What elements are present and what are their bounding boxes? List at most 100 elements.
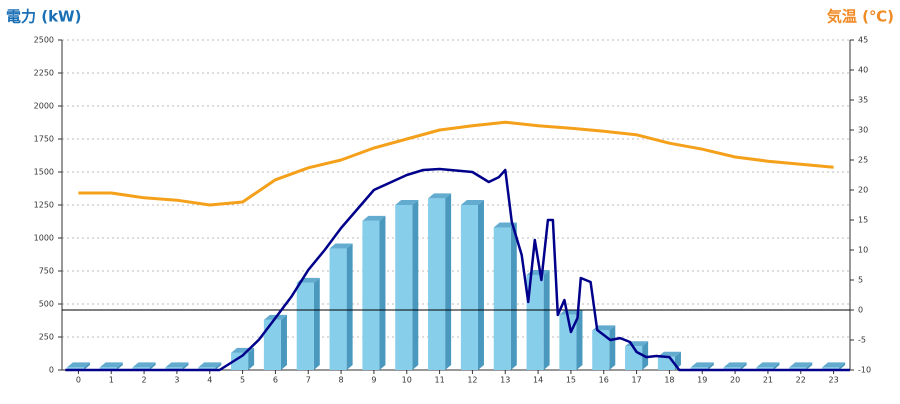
bar xyxy=(592,330,610,370)
y2-tick-label: 35 xyxy=(858,96,868,105)
y2-tick-label: 30 xyxy=(858,126,868,135)
bar xyxy=(460,205,478,370)
bar xyxy=(625,346,643,370)
y-tick-label: 2000 xyxy=(34,102,54,111)
bar-side xyxy=(773,362,780,370)
bar-side xyxy=(839,362,846,370)
bar xyxy=(329,248,347,370)
bar xyxy=(296,282,314,370)
bar-side xyxy=(379,215,386,370)
x-tick-label: 8 xyxy=(339,376,344,385)
y2-tick-label: 0 xyxy=(858,306,863,315)
bar xyxy=(395,205,413,370)
bar-side xyxy=(543,269,550,370)
x-tick-label: 5 xyxy=(240,376,245,385)
bar-top xyxy=(99,362,123,368)
bar-side xyxy=(707,362,714,370)
y-tick-label: 0 xyxy=(49,366,54,375)
bar-top xyxy=(362,215,386,221)
x-tick-label: 21 xyxy=(763,376,773,385)
x-tick-label: 6 xyxy=(273,376,278,385)
x-tick-label: 13 xyxy=(500,376,510,385)
x-tick-label: 7 xyxy=(306,376,311,385)
bar-side xyxy=(313,277,320,370)
y-tick-label: 1500 xyxy=(34,168,54,177)
y-axis-title: 電力 (kW) xyxy=(6,8,81,26)
bar-side xyxy=(477,200,484,370)
x-tick-label: 4 xyxy=(207,376,212,385)
x-tick-label: 22 xyxy=(796,376,806,385)
bar-top xyxy=(460,200,484,205)
x-tick-label: 10 xyxy=(402,376,412,385)
bar-top xyxy=(329,243,353,249)
x-tick-label: 16 xyxy=(599,376,609,385)
bar-side xyxy=(609,325,616,370)
x-tick-label: 15 xyxy=(566,376,576,385)
bar-top xyxy=(690,362,714,368)
y2-tick-label: 15 xyxy=(858,216,868,225)
x-tick-label: 23 xyxy=(828,376,838,385)
bar-top xyxy=(395,200,419,205)
bar-top xyxy=(198,362,222,368)
bar-side xyxy=(149,362,156,370)
bar-top xyxy=(66,362,90,368)
y-tick-label: 2250 xyxy=(34,69,54,78)
bar xyxy=(132,367,150,370)
y2-tick-label: 45 xyxy=(858,36,868,45)
bar xyxy=(690,367,708,370)
bar xyxy=(657,356,675,370)
y2-tick-label: 25 xyxy=(858,156,868,165)
x-tick-label: 1 xyxy=(109,376,114,385)
bar-side xyxy=(740,362,747,370)
x-tick-label: 11 xyxy=(434,376,444,385)
bar xyxy=(789,367,807,370)
bar xyxy=(822,367,840,370)
bar xyxy=(66,367,84,370)
temperature-line xyxy=(78,120,834,207)
bar-side xyxy=(215,362,222,370)
x-tick-label: 17 xyxy=(631,376,641,385)
bar-side xyxy=(412,200,419,370)
bar-top xyxy=(428,193,452,199)
y2-tick-label: 5 xyxy=(858,276,863,285)
bar-top xyxy=(756,362,780,368)
y2-tick-label: 40 xyxy=(858,66,868,75)
bar xyxy=(263,319,281,370)
bar xyxy=(198,367,216,370)
bar-side xyxy=(280,314,287,370)
bar-side xyxy=(182,362,189,370)
bar xyxy=(165,367,183,370)
y-tick-label: 1750 xyxy=(34,135,54,144)
x-tick-label: 20 xyxy=(730,376,740,385)
bar-side xyxy=(510,222,517,370)
bar-side xyxy=(83,362,90,370)
y-tick-label: 1000 xyxy=(34,234,54,243)
bar xyxy=(428,198,446,370)
x-tick-label: 19 xyxy=(697,376,707,385)
y2-tick-label: -10 xyxy=(858,366,871,375)
power-line xyxy=(65,167,850,372)
x-tick-label: 2 xyxy=(142,376,147,385)
bar-side xyxy=(806,362,813,370)
y-tick-label: 500 xyxy=(39,300,54,309)
x-tick-label: 0 xyxy=(76,376,81,385)
y2-axis-title: 気温 (℃) xyxy=(827,8,894,26)
y-tick-label: 1250 xyxy=(34,201,54,210)
y2-tick-label: 10 xyxy=(858,246,868,255)
bar-top xyxy=(822,362,846,368)
bar-top xyxy=(165,362,189,368)
bar xyxy=(756,367,774,370)
bar xyxy=(99,367,117,370)
bar xyxy=(231,352,249,370)
x-tick-label: 12 xyxy=(467,376,477,385)
bar xyxy=(362,220,380,370)
x-tick-label: 3 xyxy=(174,376,179,385)
x-tick-label: 18 xyxy=(664,376,674,385)
x-tick-label: 14 xyxy=(533,376,543,385)
x-tick-label: 9 xyxy=(371,376,376,385)
bar-side xyxy=(445,193,452,370)
bar xyxy=(723,367,741,370)
y-tick-label: 2500 xyxy=(34,36,54,45)
bar-side xyxy=(576,309,583,370)
